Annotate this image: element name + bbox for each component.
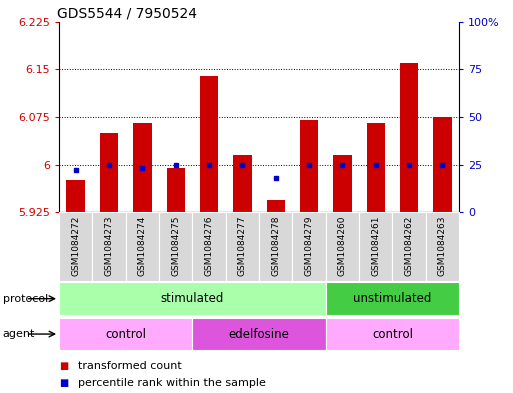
Bar xyxy=(433,117,451,212)
Bar xyxy=(59,318,192,350)
Text: stimulated: stimulated xyxy=(161,292,224,305)
Text: GSM1084260: GSM1084260 xyxy=(338,216,347,276)
Text: ■: ■ xyxy=(59,361,68,371)
Bar xyxy=(226,212,259,281)
Text: GSM1084275: GSM1084275 xyxy=(171,216,180,276)
Bar xyxy=(192,318,326,350)
Bar xyxy=(392,212,426,281)
Bar xyxy=(59,283,326,315)
Bar xyxy=(267,200,285,212)
Bar xyxy=(300,120,318,212)
Text: unstimulated: unstimulated xyxy=(353,292,431,305)
Text: GSM1084262: GSM1084262 xyxy=(405,216,413,276)
Bar xyxy=(100,133,118,212)
Text: control: control xyxy=(372,327,413,341)
Bar xyxy=(359,212,392,281)
Bar xyxy=(326,283,459,315)
Text: GSM1084277: GSM1084277 xyxy=(238,216,247,276)
Bar xyxy=(400,63,418,212)
Text: edelfosine: edelfosine xyxy=(229,327,289,341)
Text: GSM1084278: GSM1084278 xyxy=(271,216,280,276)
Bar xyxy=(326,212,359,281)
Bar xyxy=(367,123,385,212)
Text: agent: agent xyxy=(3,329,35,339)
Text: GDS5544 / 7950524: GDS5544 / 7950524 xyxy=(57,6,197,20)
Text: transformed count: transformed count xyxy=(78,361,182,371)
Text: percentile rank within the sample: percentile rank within the sample xyxy=(78,378,266,388)
Bar xyxy=(67,180,85,212)
Bar xyxy=(167,168,185,212)
Bar xyxy=(333,155,351,212)
Text: GSM1084273: GSM1084273 xyxy=(105,216,113,276)
Bar xyxy=(126,212,159,281)
Bar xyxy=(426,212,459,281)
Text: ■: ■ xyxy=(59,378,68,388)
Bar xyxy=(200,75,218,212)
Text: GSM1084261: GSM1084261 xyxy=(371,216,380,276)
Text: GSM1084272: GSM1084272 xyxy=(71,216,80,276)
Text: GSM1084276: GSM1084276 xyxy=(205,216,213,276)
Bar xyxy=(292,212,326,281)
Text: GSM1084279: GSM1084279 xyxy=(305,216,313,276)
Bar xyxy=(59,212,92,281)
Bar xyxy=(92,212,126,281)
Bar xyxy=(233,155,251,212)
Text: GSM1084274: GSM1084274 xyxy=(138,216,147,276)
Bar xyxy=(133,123,151,212)
Text: protocol: protocol xyxy=(3,294,48,304)
Bar xyxy=(159,212,192,281)
Bar xyxy=(326,318,459,350)
Text: control: control xyxy=(105,327,146,341)
Text: GSM1084263: GSM1084263 xyxy=(438,216,447,276)
Bar xyxy=(192,212,226,281)
Bar xyxy=(259,212,292,281)
